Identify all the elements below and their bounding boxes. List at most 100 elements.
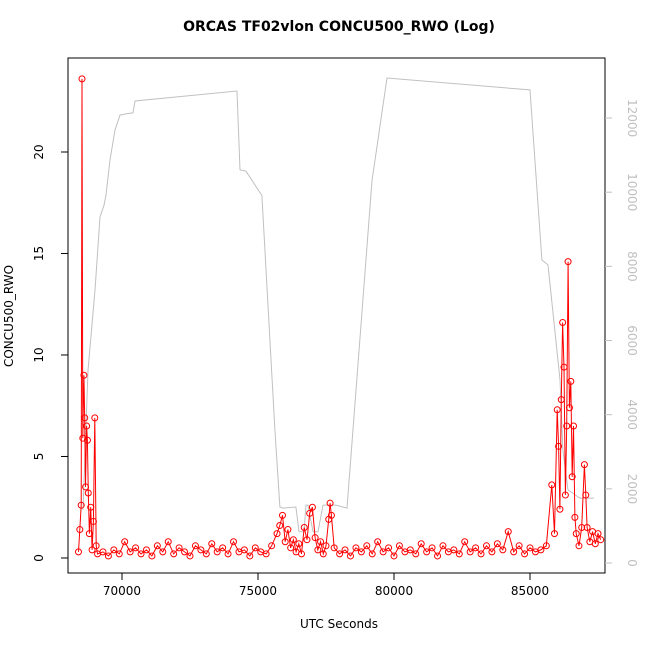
y2-tick-label: 10000	[625, 173, 639, 211]
data-point	[563, 422, 571, 430]
data-point	[126, 548, 134, 556]
data-point	[466, 548, 474, 556]
data-point	[276, 521, 284, 529]
data-point	[461, 538, 469, 546]
data-point	[374, 538, 382, 546]
plot-box	[67, 57, 606, 574]
data-point	[80, 371, 88, 379]
data-point	[224, 550, 232, 558]
data-point	[390, 552, 398, 560]
data-point	[213, 548, 221, 556]
data-point	[352, 544, 360, 552]
data-point	[262, 550, 270, 558]
data-point	[295, 540, 303, 548]
data-point	[357, 548, 365, 556]
data-point	[515, 542, 523, 550]
data-point	[85, 530, 93, 538]
data-point	[559, 319, 567, 327]
data-point	[91, 414, 99, 422]
data-point	[83, 422, 91, 430]
y2-tick-label: 4000	[625, 399, 639, 430]
data-point	[148, 552, 156, 560]
data-point	[230, 538, 238, 546]
data-point	[327, 511, 335, 519]
data-point	[504, 528, 512, 536]
data-point	[556, 505, 564, 513]
data-point	[87, 503, 95, 511]
data-point	[83, 436, 91, 444]
data-point	[298, 550, 306, 558]
data-point	[555, 442, 563, 450]
data-point	[346, 552, 354, 560]
data-point	[240, 546, 248, 554]
x-axis-label: UTC Seconds	[300, 617, 378, 631]
data-point	[137, 550, 145, 558]
data-point	[565, 404, 573, 412]
data-point	[115, 550, 123, 558]
data-point	[322, 542, 330, 550]
data-point	[571, 513, 579, 521]
data-point	[76, 526, 84, 534]
x-tick-label: 75000	[239, 584, 277, 598]
data-point	[570, 422, 578, 430]
data-point	[521, 550, 529, 558]
data-point	[417, 540, 425, 548]
data-point	[326, 499, 334, 507]
data-point	[575, 542, 583, 550]
data-point	[412, 550, 420, 558]
data-point	[582, 491, 590, 499]
data-point	[289, 536, 297, 544]
y2-tick-label: 0	[625, 559, 639, 567]
data-point	[191, 542, 199, 550]
data-point	[385, 544, 393, 552]
data-point	[499, 546, 507, 554]
data-point	[564, 258, 572, 266]
data-point	[208, 540, 216, 548]
data-point	[594, 530, 602, 538]
data-point	[537, 546, 545, 554]
data-point	[78, 75, 86, 83]
data-point	[580, 461, 588, 469]
data-point	[77, 501, 85, 509]
data-point	[488, 548, 496, 556]
y-tick-label: 5	[32, 453, 46, 461]
data-point	[341, 546, 349, 554]
data-point	[164, 538, 172, 546]
x-tick-label: 80000	[375, 584, 413, 598]
data-point	[82, 483, 90, 491]
data-point	[175, 544, 183, 552]
data-point	[561, 491, 569, 499]
data-point	[568, 473, 576, 481]
data-point	[306, 509, 314, 517]
data-point	[572, 530, 580, 538]
y-axis-label: CONCU500_RWO	[2, 265, 16, 367]
data-point	[434, 552, 442, 560]
data-point	[553, 406, 561, 414]
y2-tick-label: 8000	[625, 251, 639, 282]
data-point	[583, 524, 591, 532]
y-tick-label: 10	[32, 347, 46, 362]
data-point	[319, 550, 327, 558]
data-point	[197, 546, 205, 554]
data-point	[181, 548, 189, 556]
data-point	[303, 536, 311, 544]
data-point	[273, 530, 281, 538]
data-point	[281, 538, 289, 546]
data-point	[104, 552, 112, 560]
data-point	[268, 542, 276, 550]
data-point	[314, 546, 322, 554]
data-point	[308, 503, 316, 511]
data-point	[336, 550, 344, 558]
data-point	[81, 414, 89, 422]
data-point	[300, 524, 308, 532]
chart-title: ORCAS TF02vlon CONCU500_RWO (Log)	[183, 19, 495, 35]
data-point	[591, 540, 599, 548]
data-point	[450, 546, 458, 554]
data-point	[219, 544, 227, 552]
data-point	[132, 544, 140, 552]
data-point	[110, 546, 118, 554]
data-point	[557, 396, 565, 404]
data-point	[92, 542, 100, 550]
